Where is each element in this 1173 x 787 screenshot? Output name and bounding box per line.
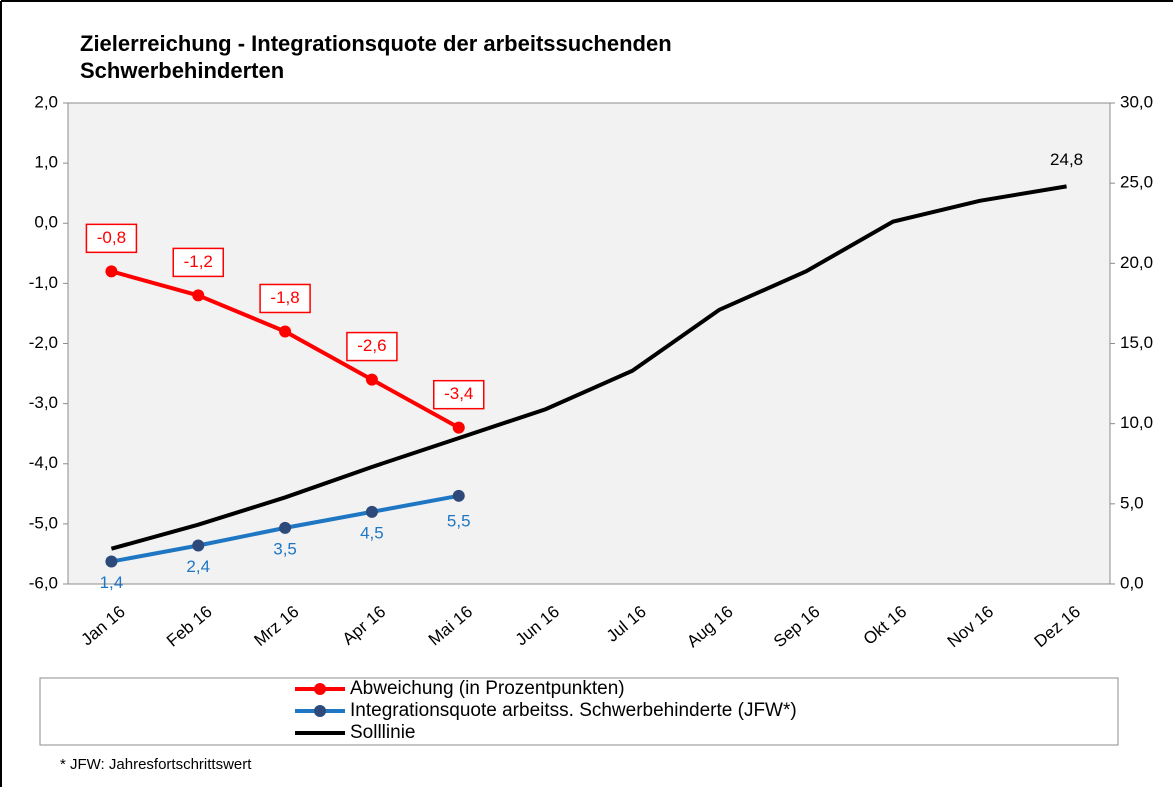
point (192, 539, 205, 552)
point (365, 373, 378, 386)
legend-label: Solllinie (350, 722, 415, 743)
point (452, 421, 465, 434)
x-tick-label: Jul 16 (603, 602, 650, 646)
data-label: 5,5 (447, 511, 471, 530)
x-tick-label: Sep 16 (770, 602, 823, 651)
y2-tick-label: 10,0 (1120, 413, 1153, 432)
point (105, 555, 118, 568)
x-tick-label: Okt 16 (860, 602, 911, 649)
data-label: 3,5 (273, 539, 297, 558)
x-tick-label: Jan 16 (78, 602, 129, 649)
point (365, 505, 378, 518)
label-box (259, 283, 311, 314)
data-label: -1,2 (184, 252, 213, 271)
legend (39, 677, 1119, 746)
plot-area (67, 102, 1111, 585)
label-box (85, 223, 138, 254)
label-box (346, 331, 398, 362)
y-tick-label: 2,0 (34, 92, 58, 111)
label-box (172, 247, 224, 278)
chart-title: Zielerreichung - Integrationsquote der a… (80, 31, 672, 83)
data-label: 2,4 (186, 557, 210, 576)
y-tick-label: -2,0 (29, 333, 58, 352)
data-label: -1,8 (270, 288, 299, 307)
y-tick-label: -1,0 (29, 273, 58, 292)
point (192, 289, 205, 302)
label-box (433, 379, 485, 410)
y-tick-label: 1,0 (34, 153, 58, 172)
x-tick-label: Feb 16 (163, 602, 216, 651)
data-label: 24,8 (1050, 150, 1083, 169)
series-line (110, 184, 1067, 551)
x-tick-label: Aug 16 (683, 602, 736, 651)
x-tick-label: Mai 16 (425, 602, 476, 649)
data-label: 4,5 (360, 523, 384, 542)
y2-tick-label: 0,0 (1120, 573, 1144, 592)
x-tick-label: Apr 16 (339, 602, 390, 649)
x-tick-label: Mrz 16 (251, 602, 303, 650)
y-tick-label: -6,0 (29, 573, 58, 592)
legend-label: Integrationsquote arbeitss. Schwerbehind… (350, 700, 797, 721)
point (452, 489, 465, 502)
legend-label: Abweichung (in Prozentpunkten) (350, 678, 625, 699)
y2-tick-label: 30,0 (1120, 92, 1153, 111)
y-tick-label: -3,0 (29, 393, 58, 412)
y-tick-label: 0,0 (34, 213, 58, 232)
x-tick-label: Nov 16 (944, 602, 997, 651)
data-label: 1,4 (100, 573, 124, 592)
x-tick-label: Dez 16 (1031, 602, 1084, 651)
point (279, 325, 292, 338)
footnote: * JFW: Jahresfortschrittswert (60, 756, 252, 773)
point (279, 521, 292, 534)
data-label: -3,4 (444, 384, 473, 403)
y2-tick-label: 20,0 (1120, 253, 1153, 272)
x-tick-label: Jun 16 (512, 602, 563, 649)
legend-marker (314, 683, 326, 695)
point (105, 265, 118, 278)
y2-tick-label: 15,0 (1120, 333, 1153, 352)
y2-tick-label: 5,0 (1120, 493, 1144, 512)
y-tick-label: -5,0 (29, 513, 58, 532)
data-label: -0,8 (97, 228, 126, 247)
legend-marker (314, 705, 326, 717)
data-label: -2,6 (357, 336, 386, 355)
y-tick-label: -4,0 (29, 453, 58, 472)
y2-tick-label: 25,0 (1120, 173, 1153, 192)
